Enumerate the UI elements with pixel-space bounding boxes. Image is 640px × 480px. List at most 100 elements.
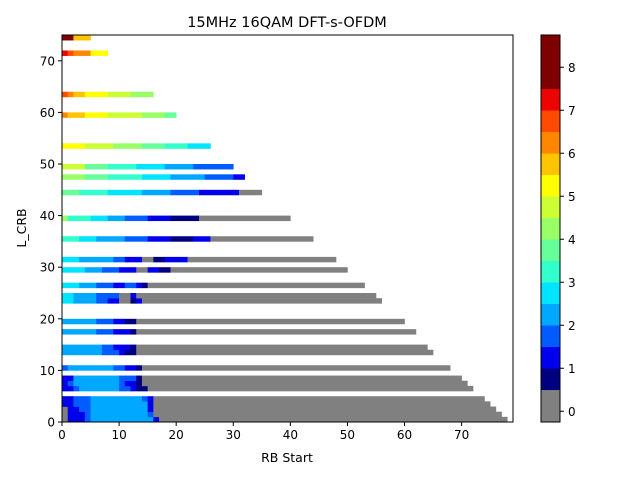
heatmap-cell — [136, 298, 143, 304]
heatmap-cell — [90, 401, 148, 407]
heatmap-cell — [107, 189, 143, 196]
heatmap-cell — [124, 365, 137, 371]
heatmap-cell — [67, 365, 114, 371]
heatmap-cell — [84, 174, 108, 180]
heatmap-cell — [113, 365, 126, 371]
colorbar-swatch — [541, 110, 560, 133]
colorbar-swatch — [541, 260, 560, 283]
heatmap-cell — [130, 91, 154, 98]
heatmap-cell — [62, 35, 74, 41]
heatmap-cell — [62, 189, 80, 196]
heatmap-cell — [170, 267, 348, 273]
heatmap-cell — [84, 112, 108, 118]
y-axis: 0 10 20 30 40 50 60 70 — [40, 54, 62, 430]
heatmap-cell — [170, 174, 206, 180]
heatmap-cell — [62, 164, 86, 170]
y-tick-label: 30 — [40, 261, 55, 275]
heatmap-cell — [193, 164, 234, 170]
heatmap-cell — [107, 164, 137, 170]
heatmap-cell — [90, 50, 108, 56]
heatmap-cell — [62, 349, 103, 356]
heatmap-cell — [187, 143, 211, 149]
heatmap-cell — [67, 416, 86, 423]
heatmap-cell — [233, 174, 245, 180]
heatmap-cell — [62, 396, 74, 402]
heatmap-cell — [119, 349, 126, 356]
heatmap-cell — [141, 112, 166, 118]
heatmap-cell — [119, 298, 131, 304]
heatmap-cell — [96, 236, 108, 242]
heatmap-cell — [153, 411, 502, 418]
heatmap-cell — [96, 329, 114, 335]
x-tick-label: 0 — [58, 428, 66, 442]
colorbar-tick-label: 2 — [568, 319, 576, 333]
colorbar-swatch — [541, 174, 560, 197]
heatmap-cell — [119, 385, 131, 392]
heatmap-cell — [141, 298, 382, 304]
colorbar-swatch — [541, 282, 560, 305]
heatmap-cell — [67, 91, 74, 98]
colorbar-swatch — [541, 389, 560, 423]
heatmap-cell — [164, 256, 188, 263]
colorbar-tick-label: 7 — [568, 104, 576, 118]
heatmap-cell — [153, 406, 497, 412]
colorbar-tick-label: 1 — [568, 362, 576, 376]
y-axis-label: L_CRB — [14, 208, 29, 247]
heatmap-cell — [67, 50, 74, 56]
heatmap-cell — [119, 380, 126, 387]
heatmap-cell — [73, 50, 91, 56]
chart-title: 15MHz 16QAM DFT-s-OFDM — [187, 15, 387, 31]
colorbar-swatch — [541, 368, 560, 391]
heatmap-cell — [119, 293, 131, 299]
colorbar-swatch — [541, 196, 560, 219]
heatmap-cell — [62, 416, 69, 423]
heatmap-cell — [141, 380, 468, 387]
heatmap-cell — [62, 91, 69, 98]
heatmap-cell — [101, 344, 114, 351]
heatmap-cell — [62, 143, 86, 149]
colorbar-swatch — [541, 325, 560, 348]
heatmap-cell — [79, 385, 120, 392]
heatmap-cell — [62, 298, 74, 304]
heatmap-cell — [210, 236, 314, 242]
heatmap-cell — [141, 174, 171, 180]
y-tick-label: 20 — [40, 312, 55, 326]
heatmap-cell — [62, 411, 69, 418]
heatmap-cell — [73, 293, 97, 299]
heatmap-cell — [141, 375, 462, 382]
heatmap-cell — [141, 282, 148, 289]
heatmap-cell — [79, 256, 91, 263]
heatmap-cell — [73, 396, 91, 402]
heatmap-cell — [62, 282, 80, 289]
heatmap-cell — [147, 215, 171, 222]
heatmap-cell — [193, 236, 211, 242]
heatmap-cell — [170, 215, 200, 222]
heatmap-cell — [136, 349, 434, 356]
heatmap-cell — [238, 189, 263, 196]
heatmap-cell — [113, 329, 131, 335]
heatmap-cell — [73, 385, 80, 392]
heatmap-cell — [67, 380, 74, 387]
heatmap-cell — [124, 380, 137, 387]
heatmap-cell — [96, 318, 114, 325]
heatmap-cell — [79, 282, 97, 289]
heatmap-cell — [199, 215, 291, 222]
heatmap-cell — [62, 401, 74, 407]
heatmap-cell — [62, 385, 74, 392]
x-tick-label: 20 — [169, 428, 184, 442]
x-tick-label: 50 — [340, 428, 355, 442]
y-tick-label: 60 — [40, 106, 55, 120]
y-tick-label: 40 — [40, 209, 55, 223]
heatmap-cell — [107, 112, 143, 118]
x-tick-label: 70 — [454, 428, 469, 442]
heatmap-cell — [62, 365, 69, 371]
heatmap-cell — [113, 256, 126, 263]
heatmap-cell — [107, 215, 126, 222]
heatmap-cell — [164, 164, 194, 170]
colorbar-axis: 0 1 2 3 4 5 6 7 8 — [560, 61, 576, 419]
heatmap-cell — [147, 267, 160, 273]
colorbar-swatch — [541, 217, 560, 240]
heatmap-cell — [113, 143, 143, 149]
colorbar-frame — [540, 34, 561, 423]
heatmap-cell — [124, 236, 148, 242]
